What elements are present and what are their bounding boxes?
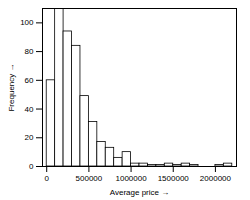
svg-text:80: 80 bbox=[25, 47, 34, 56]
svg-text:100: 100 bbox=[20, 18, 34, 27]
svg-text:Frequency →: Frequency → bbox=[7, 63, 16, 111]
svg-text:Average price →: Average price → bbox=[110, 188, 169, 197]
svg-text:500000: 500000 bbox=[76, 174, 103, 183]
svg-text:1000000: 1000000 bbox=[115, 174, 147, 183]
svg-text:40: 40 bbox=[25, 105, 34, 114]
svg-text:0: 0 bbox=[29, 162, 34, 171]
svg-text:2000000: 2000000 bbox=[200, 174, 232, 183]
svg-text:0: 0 bbox=[44, 174, 49, 183]
svg-text:1500000: 1500000 bbox=[158, 174, 190, 183]
svg-text:20: 20 bbox=[25, 133, 34, 142]
svg-text:60: 60 bbox=[25, 76, 34, 85]
